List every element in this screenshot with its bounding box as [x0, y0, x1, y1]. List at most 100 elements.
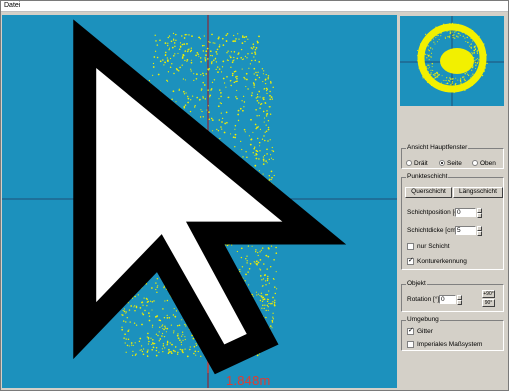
layer-thickness-input[interactable]: 5 [455, 226, 476, 235]
preview-point [431, 63, 433, 65]
radio-button[interactable] [406, 160, 412, 166]
point-cloud-point [220, 95, 222, 98]
preview-point [442, 85, 444, 87]
point-cloud-point [199, 116, 202, 118]
point-cloud-point [171, 98, 173, 101]
preview-point [478, 59, 480, 61]
point-cloud-point [272, 158, 274, 161]
preview-point [473, 51, 475, 53]
checkbox-checked[interactable] [407, 327, 414, 335]
only-layer-checkbox-row[interactable]: nur Schicht [407, 243, 450, 250]
preview-point [465, 41, 467, 42]
preview-point [473, 45, 475, 47]
point-cloud-point [135, 305, 138, 308]
point-cloud-point [177, 52, 179, 54]
point-cloud-viewport[interactable]: 1.848m [2, 15, 397, 388]
checkbox[interactable] [407, 243, 414, 250]
point-cloud-point [207, 105, 209, 107]
view-option-label: Oben [480, 159, 496, 167]
preview-point [435, 83, 437, 85]
point-cloud-point [259, 275, 262, 277]
checkbox[interactable] [407, 341, 414, 348]
checkbox-checked[interactable] [407, 257, 414, 265]
preview-point [423, 72, 425, 74]
preview-point [437, 41, 438, 43]
preview-point [469, 45, 471, 47]
cross-layer-button[interactable]: Querschicht [405, 187, 452, 198]
preview-point [465, 84, 467, 87]
point-cloud-point [149, 300, 152, 302]
point-cloud-point [257, 254, 259, 257]
preview-point [449, 32, 452, 34]
point-cloud-point [153, 347, 155, 349]
preview-point [446, 25, 448, 27]
menu-datei[interactable]: Datei [4, 2, 21, 9]
point-cloud-point [244, 131, 246, 133]
preview-point [447, 29, 449, 31]
preview-point [448, 35, 451, 37]
point-cloud-point [273, 304, 276, 307]
preview-point [430, 73, 432, 75]
point-cloud-point [184, 338, 186, 341]
point-cloud-point [262, 163, 265, 165]
preview-point [428, 39, 430, 41]
preview-point [472, 85, 473, 86]
point-cloud-point [169, 57, 172, 60]
point-cloud-point [219, 44, 221, 46]
point-cloud-point [176, 325, 179, 327]
preview-point [461, 32, 463, 34]
point-cloud-point [176, 68, 179, 71]
grid-checkbox-row[interactable]: Gitter [407, 327, 433, 335]
point-cloud-point [226, 121, 228, 124]
imperial-checkbox-row[interactable]: Imperiales Maßsystem [407, 341, 482, 348]
point-cloud-point [269, 139, 271, 141]
layer-thickness-spinner[interactable] [477, 225, 482, 236]
preview-point [450, 28, 452, 30]
preview-point [426, 67, 428, 69]
rotation-spinner[interactable] [457, 294, 462, 305]
top-view-preview[interactable] [400, 16, 504, 106]
point-cloud-point [191, 334, 193, 337]
contour-checkbox-row[interactable]: Konturerkennung [407, 257, 467, 265]
point-cloud-point [232, 60, 234, 62]
preview-point [480, 69, 482, 71]
longitudinal-layer-button[interactable]: Längsschicht [453, 187, 503, 198]
point-cloud-point [123, 337, 125, 339]
layer-position-label: Schichtposition [cm] [407, 209, 465, 216]
preview-point [451, 82, 453, 84]
point-cloud-point [259, 150, 261, 152]
point-cloud-point [221, 121, 223, 123]
point-cloud-point [184, 323, 186, 326]
point-cloud-point [163, 317, 166, 319]
view-option-side[interactable]: Seite [439, 159, 462, 167]
point-cloud-top-view[interactable] [400, 16, 504, 106]
point-cloud-point [135, 353, 137, 355]
point-cloud-point [242, 36, 244, 38]
radio-button-selected[interactable] [439, 160, 445, 166]
point-cloud-point [264, 280, 267, 282]
point-cloud-point [236, 57, 239, 60]
point-cloud-point [171, 63, 173, 65]
point-cloud-point [134, 295, 136, 298]
preview-point [465, 86, 467, 87]
rotation-input[interactable]: 0 [439, 295, 456, 304]
preview-point [438, 38, 440, 41]
radio-button[interactable] [472, 160, 478, 166]
point-cloud-point [221, 128, 223, 130]
point-cloud-point [241, 148, 243, 151]
rotate-plus-90-button[interactable]: +90° [482, 290, 495, 298]
point-cloud-point [268, 158, 270, 161]
layer-position-spinner[interactable] [477, 207, 482, 218]
preview-point [420, 59, 422, 61]
preview-point [428, 59, 430, 61]
view-option-3d[interactable]: Dräit [406, 159, 428, 167]
point-cloud-point [190, 49, 193, 52]
preview-point [463, 78, 465, 80]
view-option-top[interactable]: Oben [472, 159, 496, 167]
point-cloud-point [232, 136, 235, 139]
rotate-90-button[interactable]: 90° [482, 299, 495, 307]
preview-point [446, 77, 448, 79]
preview-point [447, 24, 449, 26]
point-cloud-point [225, 86, 227, 88]
layer-position-input[interactable]: 0 [455, 208, 476, 217]
